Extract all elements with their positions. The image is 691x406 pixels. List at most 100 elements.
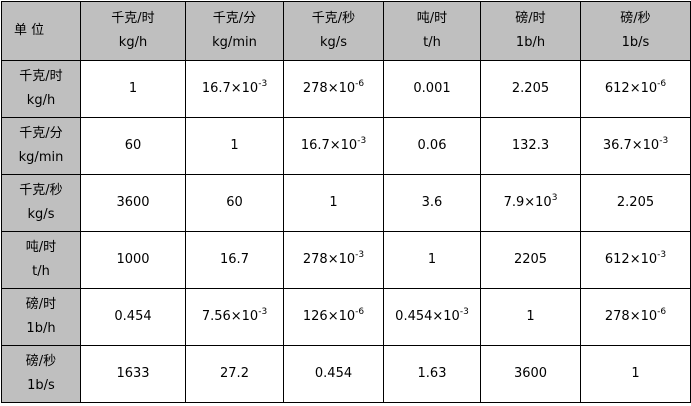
unit-symbol: kg/h bbox=[118, 35, 148, 50]
value-cell: 16.7×10-3 bbox=[185, 60, 284, 118]
value-cell: 1 bbox=[283, 174, 384, 232]
value-cell: 1633 bbox=[80, 345, 186, 403]
unit-name: 吨/时 bbox=[25, 240, 57, 255]
value-exponent: -3 bbox=[355, 250, 365, 260]
value-cell: 278×10-6 bbox=[283, 60, 384, 118]
value-cell: 2.205 bbox=[480, 60, 581, 118]
value-cell: 1 bbox=[480, 288, 581, 346]
data-row: 吨/时 t/h 1000 16.7 278×10-3 1 2205 612×10-3 bbox=[1, 231, 691, 289]
value-exponent: -3 bbox=[459, 307, 469, 317]
column-header: 磅/秒 1b/s bbox=[580, 1, 691, 61]
value-exponent: -3 bbox=[258, 79, 268, 89]
unit-name: 磅/秒 bbox=[620, 11, 651, 26]
row-header: 磅/秒 1b/s bbox=[1, 345, 81, 403]
value-cell: 60 bbox=[80, 117, 186, 175]
value-base: 7.9×10 bbox=[503, 195, 552, 210]
data-row: 千克/时 kg/h 1 16.7×10-3 278×10-6 0.001 2.205 612×… bbox=[1, 60, 691, 118]
value-cell: 7.9×103 bbox=[480, 174, 581, 232]
unit-name: 千克/时 bbox=[19, 69, 63, 84]
unit-name: 千克/分 bbox=[19, 126, 63, 141]
unit-name: 千克/分 bbox=[212, 11, 257, 26]
unit-name: 千克/秒 bbox=[311, 11, 356, 26]
value-cell: 16.7×10-3 bbox=[283, 117, 384, 175]
value-cell: 16.7 bbox=[185, 231, 284, 289]
value-cell: 27.2 bbox=[185, 345, 284, 403]
unit-symbol: kg/min bbox=[18, 150, 64, 165]
value-exponent: -3 bbox=[258, 307, 268, 317]
value-cell: 60 bbox=[185, 174, 284, 232]
value-cell: 1 bbox=[80, 60, 186, 118]
unit-name: 磅/时 bbox=[25, 297, 57, 312]
value-cell: 1 bbox=[383, 231, 481, 289]
value-base: 612×10 bbox=[604, 252, 658, 267]
row-header: 吨/时 t/h bbox=[1, 231, 81, 289]
row-header: 千克/分 kg/min bbox=[1, 117, 81, 175]
value-cell: 7.56×10-3 bbox=[185, 288, 284, 346]
data-row: 千克/秒 kg/s 3600 60 1 3.6 7.9×103 2.205 bbox=[1, 174, 691, 232]
row-header: 千克/秒 kg/s bbox=[1, 174, 81, 232]
value-base: 278×10 bbox=[302, 81, 356, 96]
column-header: 千克/分 kg/min bbox=[185, 1, 284, 61]
value-cell: 0.454×10-3 bbox=[383, 288, 481, 346]
unit-name: 磅/时 bbox=[515, 11, 546, 26]
value-cell: 1.63 bbox=[383, 345, 481, 403]
value-cell: 126×10-6 bbox=[283, 288, 384, 346]
unit-symbol: kg/min bbox=[212, 35, 257, 50]
value-cell: 132.3 bbox=[480, 117, 581, 175]
value-exponent: -3 bbox=[659, 136, 669, 146]
value-cell: 2.205 bbox=[580, 174, 691, 232]
value-cell: 612×10-3 bbox=[580, 231, 691, 289]
unit-name: 磅/秒 bbox=[25, 354, 57, 369]
value-exponent: -3 bbox=[657, 250, 667, 260]
value-cell: 1 bbox=[185, 117, 284, 175]
data-row: 磅/时 1b/h 0.454 7.56×10-3 126×10-6 0.454×10-3 1… bbox=[1, 288, 691, 346]
value-cell: 278×10-3 bbox=[283, 231, 384, 289]
value-cell: 0.454 bbox=[80, 288, 186, 346]
value-cell: 0.454 bbox=[283, 345, 384, 403]
value-cell: 2205 bbox=[480, 231, 581, 289]
value-cell: 278×10-6 bbox=[580, 288, 691, 346]
value-base: 16.7×10 bbox=[300, 138, 358, 153]
unit-name: 吨/时 bbox=[416, 11, 448, 26]
unit-symbol: 1b/h bbox=[515, 35, 546, 50]
column-header: 千克/秒 kg/s bbox=[283, 1, 384, 61]
unit-name: 千克/时 bbox=[111, 11, 155, 26]
value-cell: 1 bbox=[580, 345, 691, 403]
row-header: 千克/时 kg/h bbox=[1, 60, 81, 118]
unit-symbol: kg/s bbox=[27, 207, 55, 222]
value-exponent: 3 bbox=[551, 193, 558, 203]
value-base: 0.454×10 bbox=[395, 309, 460, 324]
value-exponent: -6 bbox=[657, 307, 667, 317]
value-exponent: -6 bbox=[355, 79, 365, 89]
value-cell: 0.06 bbox=[383, 117, 481, 175]
unit-symbol: 1b/s bbox=[621, 35, 650, 50]
value-cell: 1000 bbox=[80, 231, 186, 289]
value-cell: 0.001 bbox=[383, 60, 481, 118]
value-base: 7.56×10 bbox=[201, 309, 259, 324]
unit-symbol: kg/h bbox=[26, 93, 56, 108]
header-row: 单 位 千克/时 kg/h 千克/分 kg/min 千克/秒 kg/s 吨/时 t/h 磅/时 1… bbox=[1, 1, 691, 61]
column-header: 千克/时 kg/h bbox=[80, 1, 186, 61]
value-exponent: -3 bbox=[357, 136, 367, 146]
value-exponent: -6 bbox=[657, 79, 667, 89]
value-base: 278×10 bbox=[302, 252, 356, 267]
value-exponent: -6 bbox=[355, 307, 365, 317]
value-base: 278×10 bbox=[604, 309, 658, 324]
unit-symbol: t/h bbox=[32, 264, 50, 279]
unit-symbol: t/h bbox=[423, 35, 441, 50]
value-cell: 36.7×10-3 bbox=[580, 117, 691, 175]
corner-cell: 单 位 bbox=[1, 1, 81, 61]
unit-symbol: kg/s bbox=[320, 35, 347, 50]
column-header: 吨/时 t/h bbox=[383, 1, 481, 61]
value-base: 16.7×10 bbox=[201, 81, 259, 96]
value-base: 126×10 bbox=[302, 309, 356, 324]
value-cell: 3600 bbox=[480, 345, 581, 403]
data-row: 磅/秒 1b/s 1633 27.2 0.454 1.63 3600 1 bbox=[1, 345, 691, 403]
value-cell: 3600 bbox=[80, 174, 186, 232]
value-cell: 612×10-6 bbox=[580, 60, 691, 118]
value-cell: 3.6 bbox=[383, 174, 481, 232]
data-row: 千克/分 kg/min 60 1 16.7×10-3 0.06 132.3 36.7×10-3 bbox=[1, 117, 691, 175]
unit-symbol: 1b/h bbox=[26, 321, 56, 336]
